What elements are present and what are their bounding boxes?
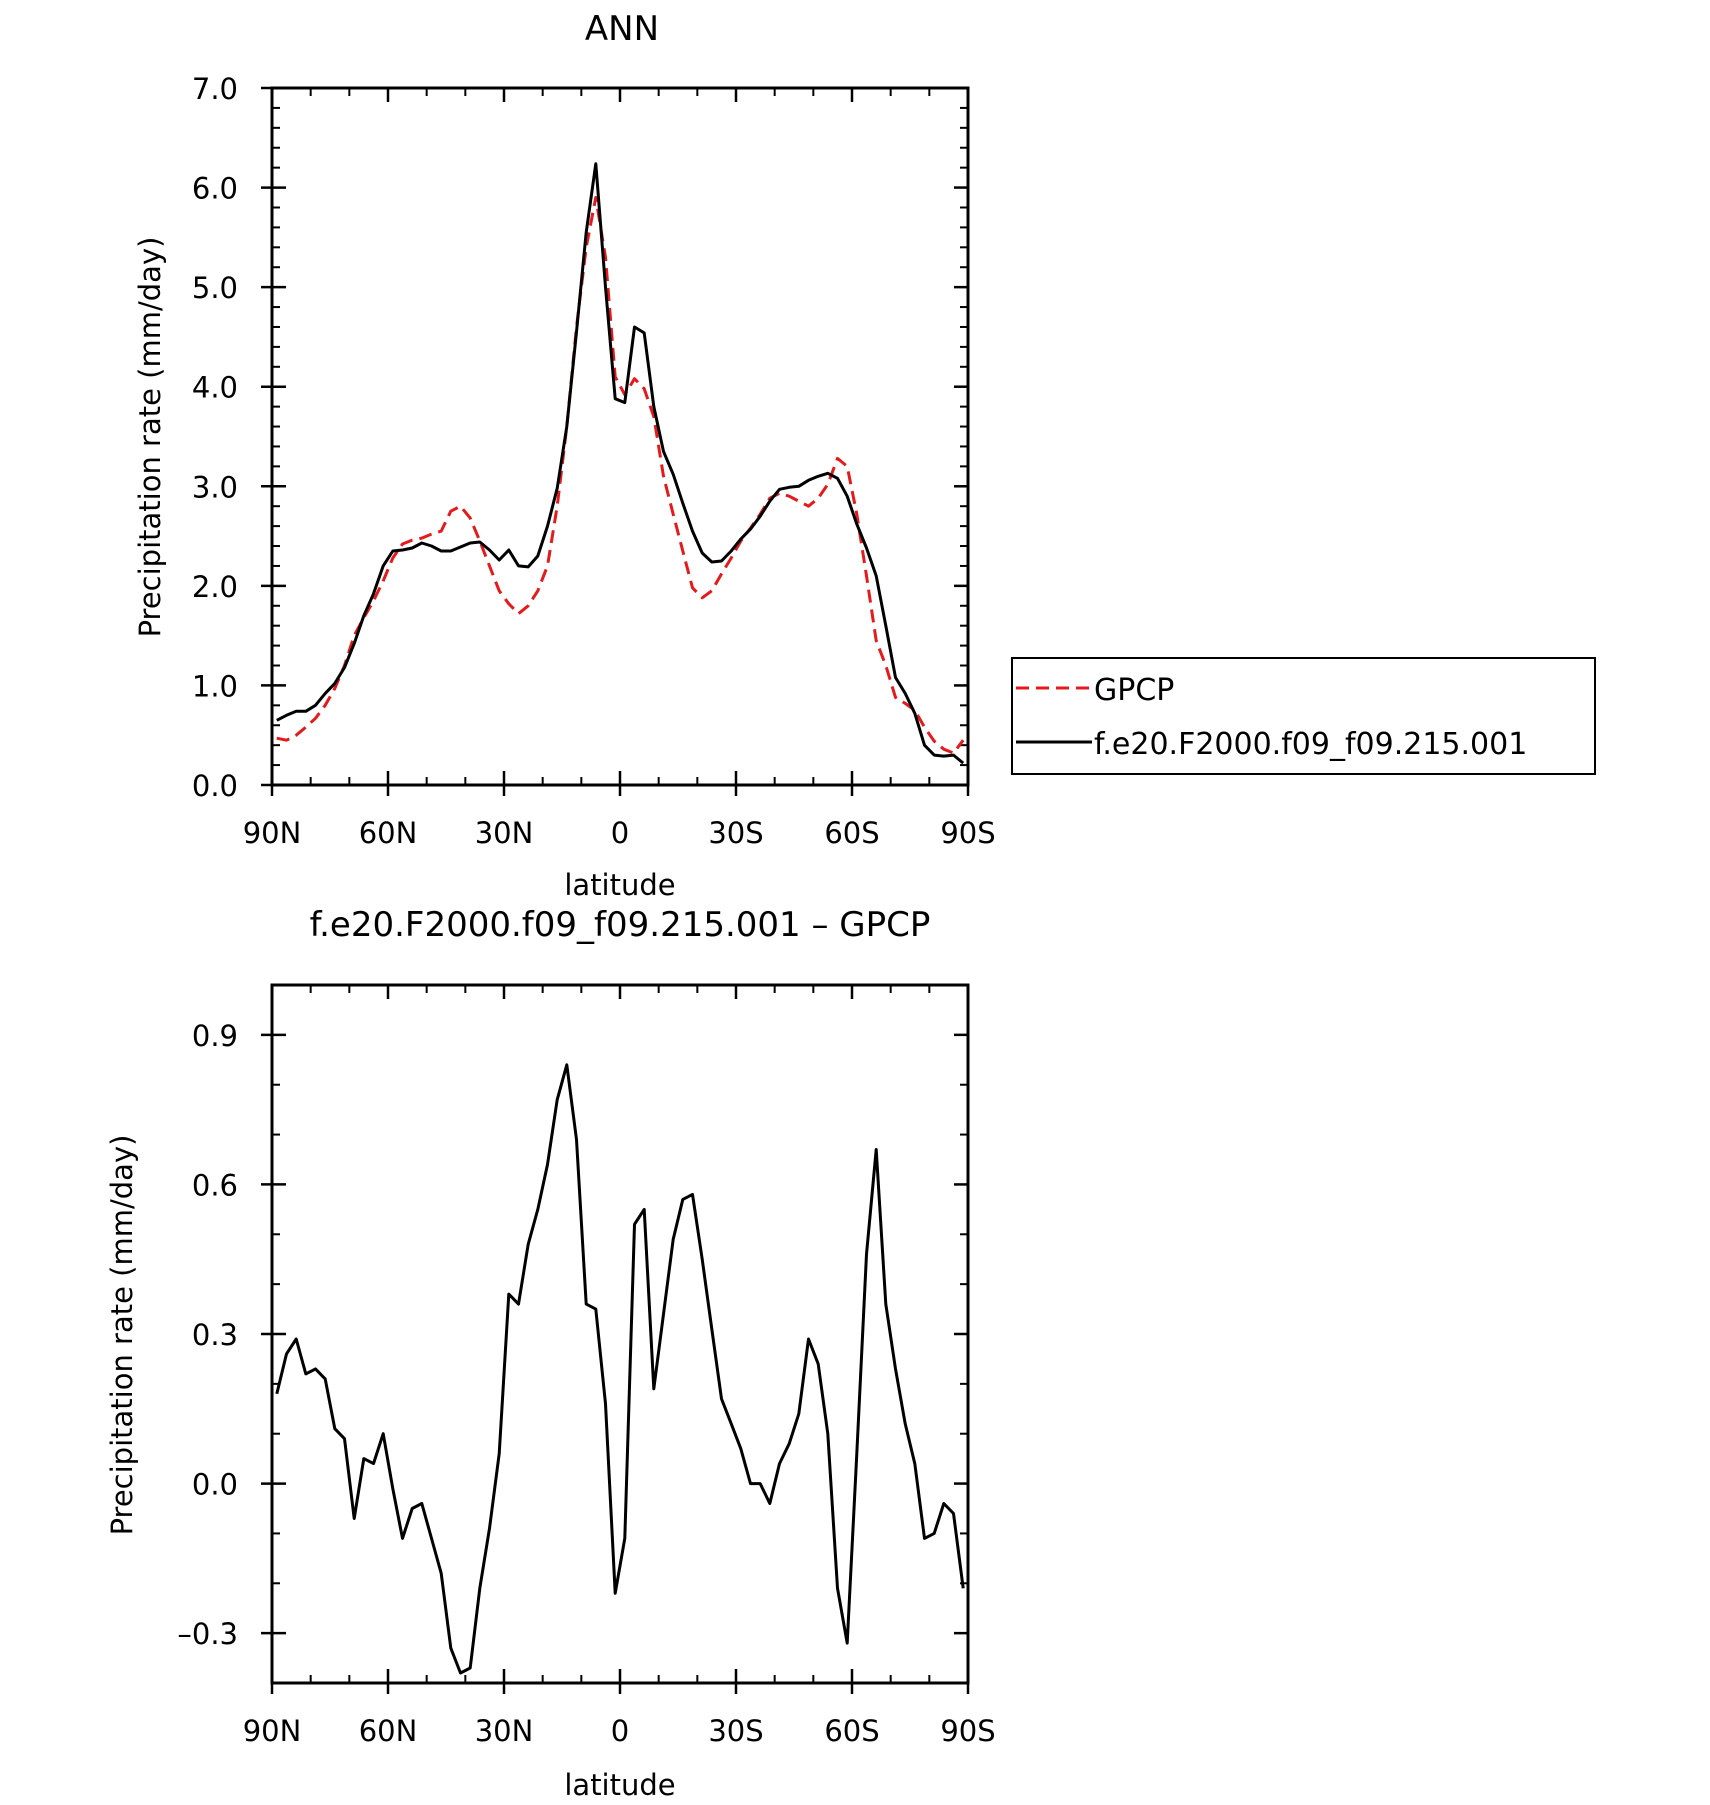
p0-y-tick-label: 7.0: [192, 72, 238, 106]
bottom-panel-y-axis-label: Precipitation rate (mm/day): [105, 1135, 139, 1536]
p1-x-tick-label: 90N: [243, 1714, 302, 1748]
p0-y-tick-label: 6.0: [192, 172, 238, 206]
legend-item-model: f.e20.F2000.f09_f09.215.001: [1016, 727, 1527, 762]
p0-x-tick-label: 30N: [475, 816, 534, 850]
p0-series-line-model: [276, 162, 965, 765]
top-panel-ticks: [261, 86, 970, 796]
p1-y-tick-label: –0.3: [177, 1617, 238, 1651]
p1-y-tick-label: 0.9: [192, 1019, 238, 1053]
bottom-panel-difference: f.e20.F2000.f09_f09.215.001 – GPCP 90N 60…: [105, 905, 996, 1802]
p0-y-tick-label: 4.0: [192, 371, 238, 405]
top-panel-title: ANN: [585, 9, 659, 49]
p0-x-tick-label: 60S: [824, 816, 879, 850]
p0-x-tick-label: 90N: [243, 816, 302, 850]
legend: GPCP f.e20.F2000.f09_f09.215.001: [1011, 657, 1596, 775]
top-panel-y-tick-labels: 0.0 1.0 2.0 3.0 4.0 5.0 6.0 7.0: [192, 72, 238, 803]
p0-x-tick-label: 0: [611, 816, 629, 850]
legend-item-gpcp: GPCP: [1016, 673, 1174, 708]
p0-y-tick-label: 3.0: [192, 470, 238, 504]
p0-series-line-gpcp: [276, 196, 965, 755]
legend-box: [1011, 657, 1596, 775]
p0-x-tick-label: 60N: [359, 816, 418, 850]
p1-x-tick-label: 90S: [940, 1714, 995, 1748]
legend-label-model: f.e20.F2000.f09_f09.215.001: [1094, 727, 1527, 762]
bottom-panel-title: f.e20.F2000.f09_f09.215.001 – GPCP: [310, 905, 931, 945]
p0-x-tick-label: 30S: [708, 816, 763, 850]
p1-y-tick-label: 0.3: [192, 1318, 238, 1352]
bottom-panel-y-tick-labels: –0.3 0.0 0.3 0.6 0.9: [177, 1019, 238, 1651]
p1-x-tick-label: 30N: [475, 1714, 534, 1748]
bottom-panel-frame: [270, 983, 970, 1685]
p1-x-tick-label: 30S: [708, 1714, 763, 1748]
p0-x-tick-label: 90S: [940, 816, 995, 850]
top-panel-x-tick-labels: 90N 60N 30N 0 30S 60S 90S: [243, 816, 996, 850]
p1-x-tick-label: 60S: [824, 1714, 879, 1748]
bottom-panel-x-axis-label: latitude: [564, 1768, 675, 1802]
bottom-panel-x-tick-labels: 90N 60N 30N 0 30S 60S 90S: [243, 1714, 996, 1748]
top-panel-y-axis-label: Precipitation rate (mm/day): [133, 237, 167, 638]
p1-y-tick-label: 0.6: [192, 1168, 238, 1202]
legend-label-gpcp: GPCP: [1094, 673, 1174, 708]
p1-x-tick-label: 60N: [359, 1714, 418, 1748]
top-panel-x-axis-label: latitude: [564, 868, 675, 902]
p1-y-tick-label: 0.0: [192, 1468, 238, 1502]
p0-y-tick-label: 0.0: [192, 769, 238, 803]
p0-y-tick-label: 2.0: [192, 570, 238, 604]
p1-series-line-difference: [275, 1063, 965, 1675]
top-panel-mean-precipitation: ANN 90N 60N 30N 0 30S 60S 90S 0.0 1.0 2.0 3.0 4.0 5…: [133, 9, 996, 902]
top-panel-series: [276, 162, 965, 765]
p0-y-tick-label: 5.0: [192, 271, 238, 305]
p0-y-tick-label: 1.0: [192, 669, 238, 703]
p1-x-tick-label: 0: [611, 1714, 629, 1748]
top-panel-frame: [270, 86, 970, 787]
bottom-panel-series: [275, 1063, 965, 1675]
